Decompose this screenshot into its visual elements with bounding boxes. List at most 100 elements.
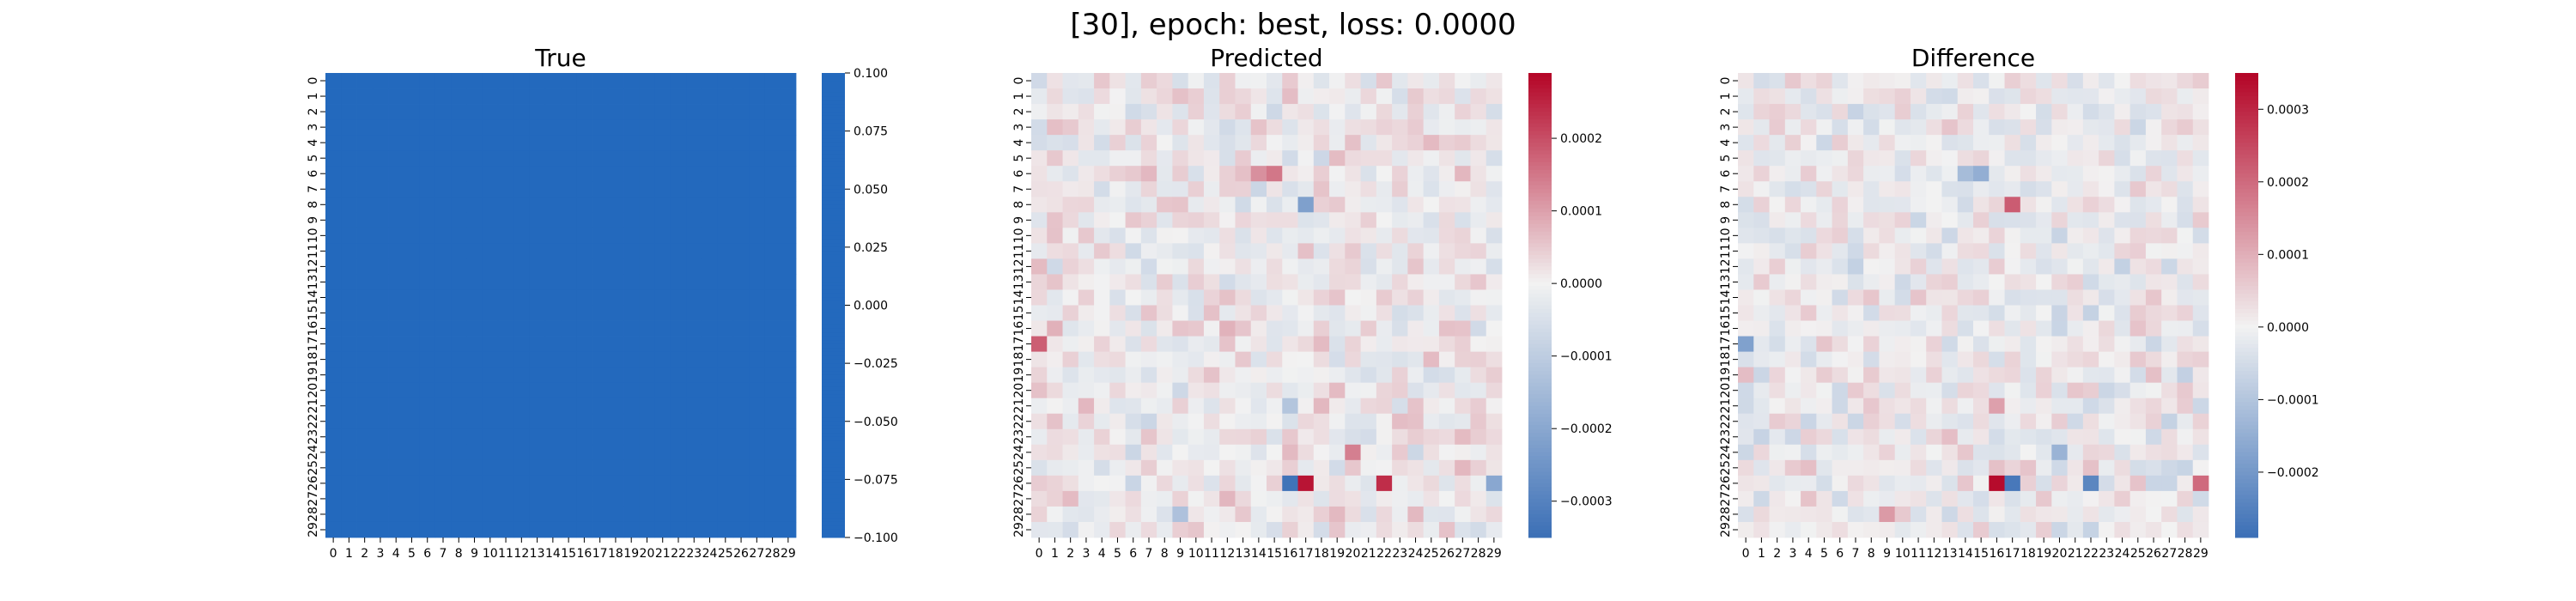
heatmap-cell — [2082, 305, 2099, 321]
heatmap-cell — [1438, 367, 1455, 384]
colorbar-segment — [822, 348, 845, 353]
y-tick-label: 27 — [1719, 491, 1733, 507]
heatmap-cell — [388, 444, 404, 461]
heatmap-cell — [717, 336, 734, 352]
heatmap-cell — [623, 490, 640, 507]
heatmap-cell — [372, 228, 389, 244]
heatmap-cell — [1203, 506, 1220, 523]
heatmap-cell — [702, 119, 719, 136]
colorbar-segment — [2235, 459, 2258, 464]
heatmap-cell — [404, 197, 420, 213]
y-tick-label: 1 — [1012, 93, 1026, 100]
heatmap-cell — [356, 73, 374, 89]
heatmap-cell — [1973, 289, 1990, 306]
heatmap-cell — [1989, 289, 2005, 306]
y-tick-label: 1 — [1719, 93, 1733, 100]
colorbar-segment — [2235, 456, 2258, 461]
colorbar-segment — [1528, 277, 1552, 282]
heatmap-cell — [1376, 320, 1393, 337]
heatmap-cell — [2114, 367, 2131, 384]
heatmap-cell — [434, 258, 452, 275]
x-tick-label: 26 — [733, 547, 749, 561]
heatmap-cell — [1989, 88, 2005, 105]
heatmap-cell — [2161, 104, 2178, 120]
heatmap-cell — [451, 197, 467, 213]
heatmap-cell — [1407, 181, 1425, 197]
heatmap-cell — [1282, 181, 1298, 197]
heatmap-cell — [1894, 506, 1911, 523]
heatmap-cell — [1485, 88, 1503, 105]
heatmap-cell — [2129, 367, 2147, 384]
heatmap-cell — [341, 212, 357, 228]
heatmap-cell — [592, 320, 609, 337]
heatmap-cell — [372, 320, 389, 337]
heatmap-cell — [1109, 88, 1126, 105]
heatmap-cell — [325, 444, 342, 461]
heatmap-cell — [2129, 243, 2147, 259]
heatmap-cell — [2177, 428, 2194, 446]
y-tick-label: 1 — [307, 93, 320, 100]
heatmap-cell — [2099, 367, 2115, 384]
heatmap-cell — [607, 506, 624, 523]
heatmap-cell — [2036, 88, 2052, 105]
heatmap-cell — [749, 88, 765, 105]
heatmap-cell — [419, 413, 436, 430]
heatmap-cell — [1031, 289, 1048, 306]
heatmap-cell — [372, 490, 389, 507]
heatmap-cell — [670, 243, 687, 259]
heatmap-cell — [1078, 475, 1095, 492]
heatmap-cell — [1816, 274, 1832, 290]
heatmap-cell — [1847, 135, 1864, 151]
y-tick-label: 18 — [1012, 352, 1026, 367]
heatmap-cell — [1345, 119, 1361, 136]
heatmap-cell — [2192, 88, 2209, 105]
heatmap-cell — [749, 212, 765, 228]
heatmap-cell — [607, 444, 624, 461]
colorbar-tick-label: −0.0002 — [2267, 466, 2319, 480]
heatmap-cell — [1423, 88, 1440, 105]
heatmap-cell — [1329, 197, 1346, 213]
heatmap-cell — [513, 305, 530, 321]
heatmap-cell — [2036, 367, 2052, 384]
colorbar-segment — [1528, 300, 1552, 306]
heatmap-cell — [2082, 506, 2099, 523]
heatmap-cell — [1235, 197, 1252, 213]
heatmap-cell — [2051, 398, 2068, 415]
heatmap-cell — [529, 212, 546, 228]
heatmap-cell — [764, 475, 781, 492]
heatmap-cell — [1282, 228, 1298, 244]
colorbar-segment — [1528, 490, 1552, 495]
heatmap-cell — [1423, 212, 1440, 228]
heatmap-cell — [2177, 243, 2194, 259]
colorbar-segment — [822, 166, 845, 171]
heatmap-cell — [1267, 150, 1283, 167]
colorbar-segment — [2235, 448, 2258, 453]
heatmap-cell — [404, 382, 420, 399]
heatmap-cell — [434, 228, 452, 244]
heatmap-cell — [1941, 150, 1959, 167]
heatmap-cell — [1392, 197, 1408, 213]
heatmap-cell — [1470, 166, 1487, 182]
heatmap-cell — [1438, 104, 1455, 120]
heatmap-cell — [1769, 336, 1786, 352]
heatmap-cell — [1250, 88, 1267, 105]
colorbar-segment — [2235, 297, 2258, 302]
heatmap-cell — [1188, 73, 1205, 89]
heatmap-cell — [1078, 88, 1095, 105]
heatmap-cell — [1172, 258, 1189, 275]
heatmap-cell — [1894, 413, 1911, 430]
heatmap-cell — [1031, 150, 1048, 167]
y-tick-label: 9 — [307, 216, 320, 224]
heatmap-cell — [702, 243, 719, 259]
heatmap-cell — [1910, 490, 1927, 507]
heatmap-cell — [1219, 258, 1236, 275]
heatmap-cell — [466, 336, 483, 352]
heatmap-cell — [1140, 490, 1157, 507]
x-tick-label: 8 — [1161, 547, 1169, 561]
heatmap-cell — [1847, 150, 1864, 167]
heatmap-cell — [623, 305, 640, 321]
heatmap-cell — [544, 459, 562, 477]
heatmap-cell — [654, 228, 671, 244]
colorbar-segment — [822, 317, 845, 322]
